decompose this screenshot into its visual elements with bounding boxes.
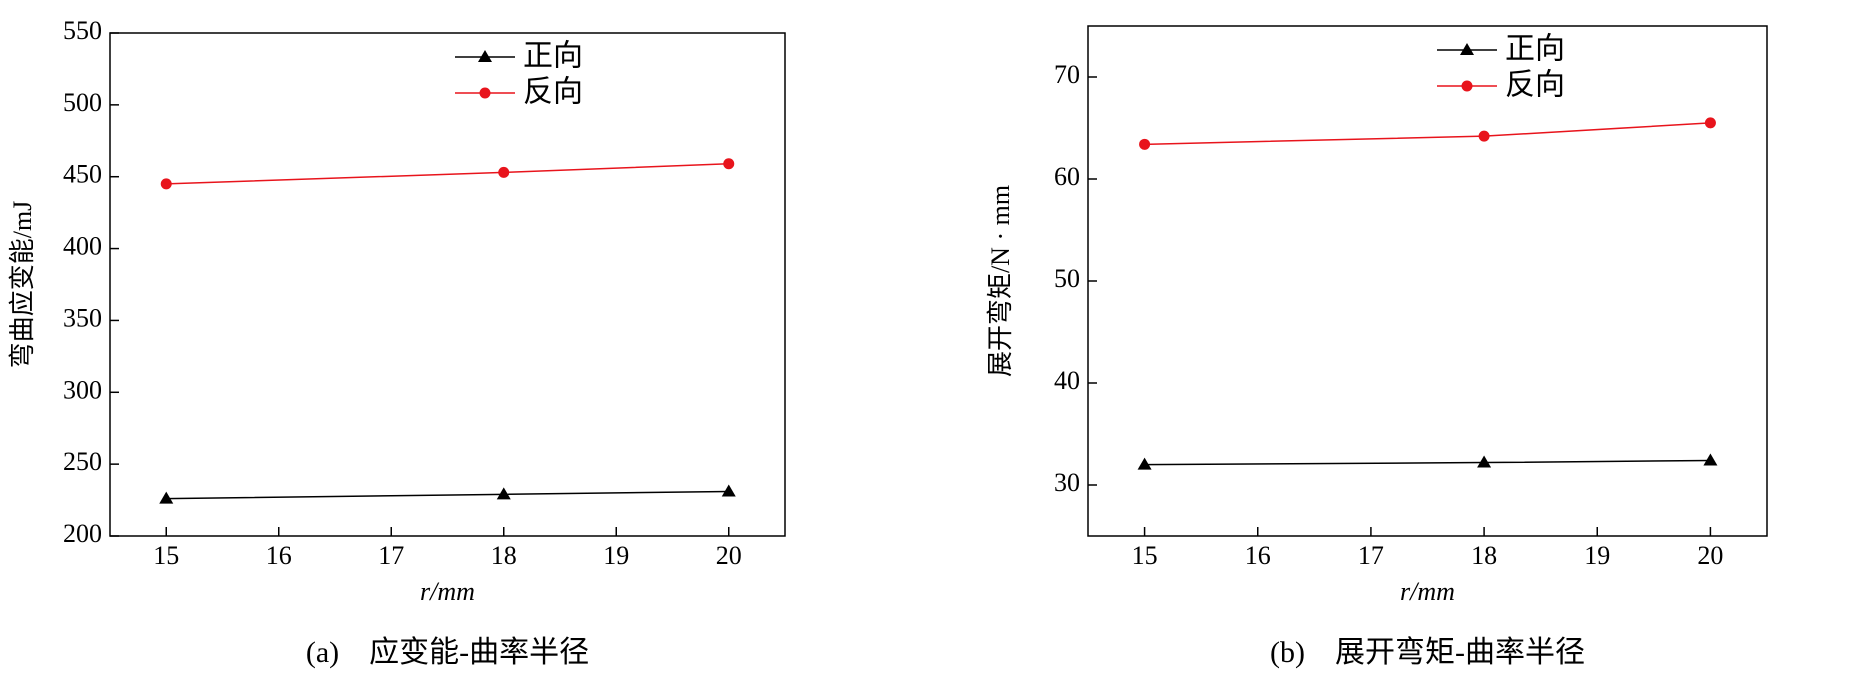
legend-label: 反向 — [523, 75, 583, 110]
marker — [1704, 117, 1716, 129]
marker — [723, 158, 735, 170]
x-tick-label: 20 — [716, 541, 742, 570]
y-tick-label: 500 — [63, 88, 102, 117]
marker — [1703, 453, 1718, 466]
x-tick-label: 19 — [1584, 541, 1610, 570]
y-tick-label: 40 — [1054, 366, 1080, 395]
marker — [160, 178, 172, 190]
x-tick-label: 17 — [1358, 541, 1384, 570]
caption: (b) 展开弯矩-曲率半径 — [1270, 636, 1585, 669]
x-tick-label: 16 — [266, 541, 292, 570]
marker — [1139, 138, 1151, 150]
y-tick-label: 60 — [1054, 162, 1080, 191]
x-tick-label: 20 — [1697, 541, 1723, 570]
marker — [1477, 455, 1492, 468]
x-axis-label: r/mm — [1400, 577, 1455, 606]
x-tick-label: 16 — [1245, 541, 1271, 570]
x-axis-label: r/mm — [420, 577, 475, 606]
plot-frame — [1087, 25, 1768, 537]
series-line — [1144, 122, 1711, 146]
y-tick-label: 200 — [63, 519, 102, 548]
y-tick-label: 350 — [63, 303, 102, 332]
y-tick-label: 450 — [63, 160, 102, 189]
marker — [721, 484, 736, 497]
y-tick-label: 300 — [63, 375, 102, 404]
legend-label: 正向 — [1505, 32, 1565, 67]
marker — [1478, 130, 1490, 142]
x-tick-label: 18 — [491, 541, 517, 570]
marker — [1137, 457, 1152, 470]
y-tick-label: 50 — [1054, 264, 1080, 293]
marker — [498, 166, 510, 178]
legend-marker — [1461, 80, 1473, 92]
series-line — [1144, 459, 1711, 466]
x-tick-label: 15 — [153, 541, 179, 570]
y-axis-label: 弯曲应变能/mJ — [8, 201, 37, 369]
y-tick-label: 250 — [63, 447, 102, 476]
y-tick-label: 70 — [1054, 60, 1080, 89]
legend-marker — [479, 87, 491, 99]
legend-marker — [478, 50, 492, 62]
chart: 15 16 17 18 19 20 30 40 50 60 70 r/mm 展开弯矩/N · mm (b)… — [986, 25, 1768, 669]
y-axis-label: 展开弯矩/N · mm — [986, 185, 1015, 377]
legend-marker — [1460, 43, 1474, 55]
x-tick-label: 17 — [378, 541, 404, 570]
x-tick-label: 18 — [1471, 541, 1497, 570]
y-tick-label: 400 — [63, 232, 102, 261]
x-tick-label: 15 — [1132, 541, 1158, 570]
y-tick-label: 550 — [63, 16, 102, 45]
marker — [159, 491, 174, 504]
x-tick-label: 19 — [603, 541, 629, 570]
legend-label: 反向 — [1505, 68, 1565, 103]
plot-frame — [109, 32, 786, 537]
y-tick-label: 30 — [1054, 468, 1080, 497]
caption: (a) 应变能-曲率半径 — [306, 636, 589, 669]
marker — [496, 487, 511, 500]
legend-label: 正向 — [523, 39, 583, 74]
series-line — [166, 490, 729, 500]
chart: 15 16 17 18 19 20 200 250 300 350 400 450 500 550 r/mm… — [8, 16, 786, 669]
series-line — [166, 163, 729, 185]
